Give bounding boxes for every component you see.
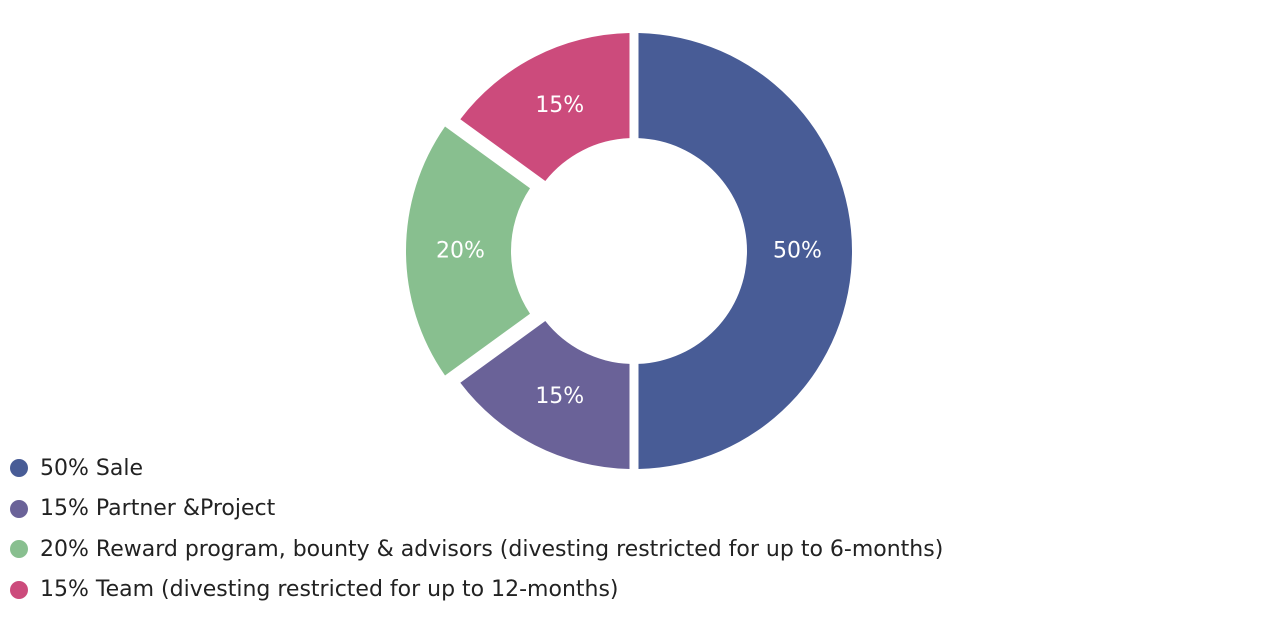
legend-item: 15% Partner &Project bbox=[10, 489, 943, 530]
slice-value-label: 50% bbox=[773, 239, 822, 264]
slice-value-label: 15% bbox=[535, 384, 584, 409]
slice-value-label: 20% bbox=[436, 239, 485, 264]
donut-slice bbox=[405, 126, 531, 376]
donut-slice-labels: 50% 15% 20% 15% bbox=[436, 93, 822, 409]
legend-dot-icon bbox=[10, 499, 28, 518]
legend-dot-icon bbox=[10, 580, 28, 599]
donut-slices bbox=[405, 33, 853, 469]
legend-label: 50% Sale bbox=[40, 455, 143, 481]
donut-slice bbox=[460, 321, 630, 469]
donut-slice bbox=[638, 33, 853, 469]
legend-item: 50% Sale bbox=[10, 448, 943, 489]
slice-value-label: 15% bbox=[535, 93, 584, 118]
legend-label: 15% Team (divesting restricted for up to… bbox=[40, 577, 619, 603]
legend-label: 20% Reward program, bounty & advisors (d… bbox=[40, 536, 944, 562]
legend-item: 15% Team (divesting restricted for up to… bbox=[10, 570, 943, 611]
legend-dot-icon bbox=[10, 459, 28, 478]
legend-label: 15% Partner &Project bbox=[40, 496, 276, 522]
legend-dot-icon bbox=[10, 540, 28, 559]
donut-slice bbox=[460, 33, 630, 181]
chart-legend: 50% Sale 15% Partner &Project 20% Reward p… bbox=[10, 448, 943, 610]
legend-item: 20% Reward program, bounty & advisors (d… bbox=[10, 529, 943, 570]
